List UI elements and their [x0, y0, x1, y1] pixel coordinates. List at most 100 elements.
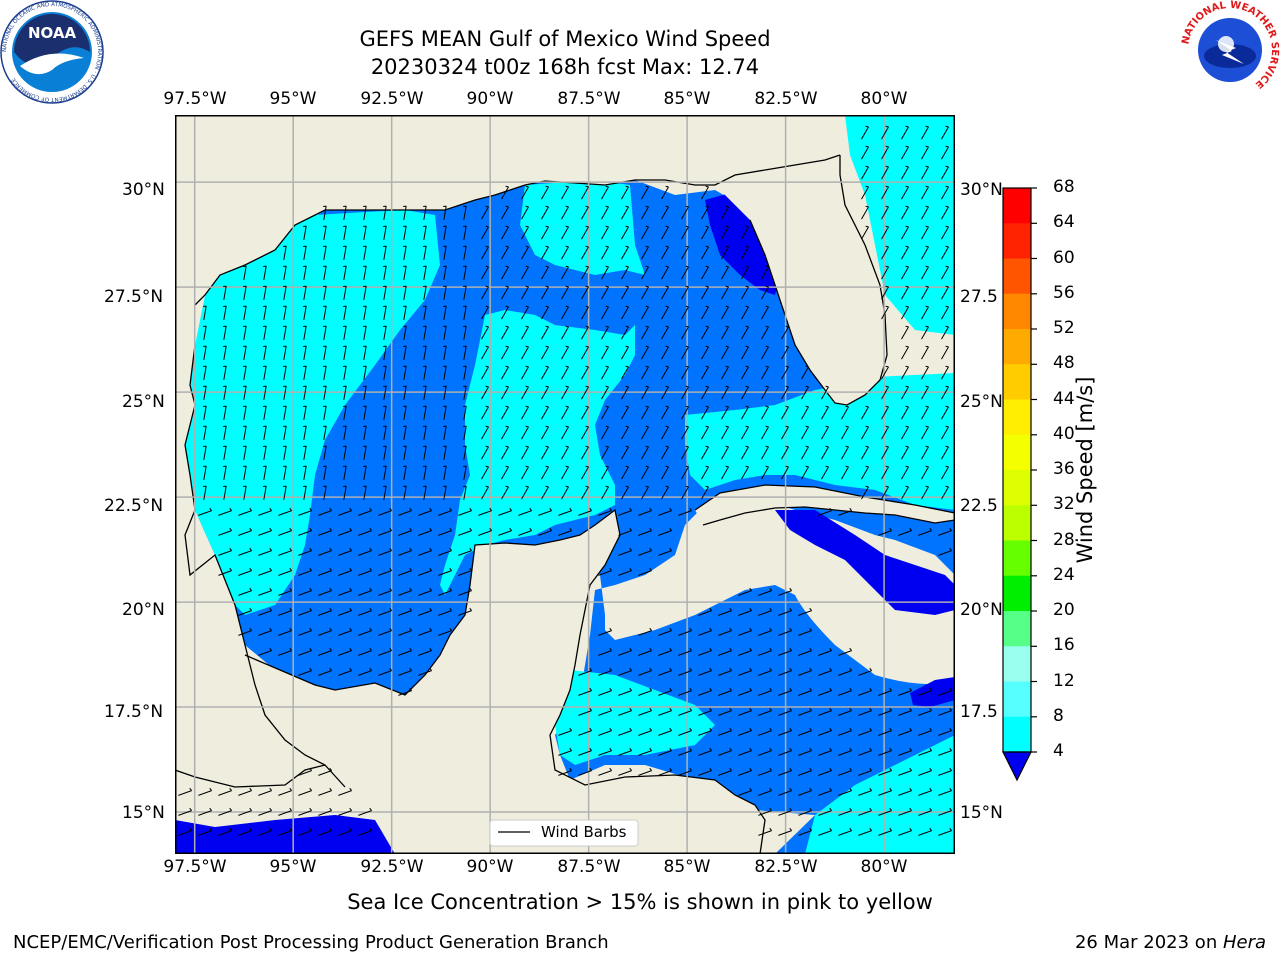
wind-barb [283, 306, 287, 320]
wind-barb-flag [625, 405, 629, 408]
wind-barb-flag [925, 285, 929, 288]
wind-barb-flag [605, 405, 609, 408]
wind-barb-flag [525, 185, 529, 188]
wind-barb-flag [749, 727, 752, 731]
wind-barb [323, 406, 327, 420]
wind-barb-flag [545, 445, 549, 448]
wind-barb [718, 610, 732, 616]
wind-barb-flag [565, 405, 569, 408]
wind-barb [203, 446, 207, 460]
wind-barb-flag [805, 365, 809, 368]
wind-barb [561, 286, 569, 300]
wind-barb-flag [249, 567, 252, 571]
wind-barb [941, 286, 949, 300]
wind-barb [203, 326, 207, 340]
wind-barb [638, 750, 652, 756]
wind-barb [901, 346, 909, 360]
wind-barb-flag [805, 385, 809, 388]
wind-barb-flag [889, 727, 892, 731]
wind-barb-flag [585, 485, 589, 488]
wind-barb [638, 630, 652, 636]
wind-barb-flag [605, 245, 609, 248]
wind-barb [701, 346, 709, 360]
wind-barb [638, 530, 652, 536]
wind-barb [721, 406, 729, 420]
wind-barb [243, 326, 247, 340]
wind-barb-flag [905, 285, 909, 288]
wind-barb-flag [485, 325, 489, 328]
wind-barb-flag [809, 827, 812, 831]
wind-barb-flag [605, 285, 609, 288]
wind-barb [338, 790, 352, 796]
wind-barb [403, 266, 407, 280]
wind-barb [918, 770, 932, 776]
wind-barb-flag [229, 547, 232, 551]
wind-barb-flag [269, 567, 272, 571]
wind-barb [821, 426, 829, 440]
wind-barb-flag [829, 727, 832, 731]
wind-barb [901, 206, 909, 220]
wind-barb-flag [545, 185, 549, 188]
wind-barb [721, 266, 729, 280]
wind-barb [541, 286, 549, 300]
wind-barb [383, 366, 387, 380]
wind-barb-flag [925, 425, 929, 428]
wind-barb-flag [885, 165, 889, 168]
wind-barb-flag [429, 587, 432, 591]
wind-barb [761, 446, 769, 460]
wind-barb [638, 650, 652, 656]
wind-barb [661, 446, 669, 460]
wind-barb [443, 426, 447, 440]
wind-barb-flag [249, 547, 252, 551]
wind-barb [601, 446, 609, 460]
wind-barb-flag [289, 607, 292, 611]
wind-barb-flag [925, 345, 929, 348]
wind-barb [921, 426, 929, 440]
wind-barb-flag [665, 485, 669, 488]
wind-barb [701, 186, 709, 200]
wind-barb-flag [649, 647, 652, 651]
wind-barb-flag [649, 747, 652, 751]
wind-barb [398, 590, 412, 596]
wind-barb-flag [645, 205, 649, 208]
wind-barb [263, 406, 267, 420]
wind-barb-flag [629, 767, 632, 771]
wind-barb-flag [605, 265, 609, 268]
wind-barb [721, 226, 729, 240]
lon-label-top: 95°W [269, 89, 317, 109]
wind-barb [238, 550, 252, 556]
wind-barb [621, 266, 629, 280]
wind-barb-flag [729, 647, 732, 651]
wind-barb-flag [505, 265, 509, 268]
wind-barb [418, 530, 432, 536]
wind-barb-flag [949, 767, 952, 771]
wind-barb-flag [729, 627, 732, 631]
colorbar-tick-label: 8 [1053, 705, 1064, 726]
wind-barb [901, 226, 909, 240]
wind-barb [618, 530, 632, 536]
wind-barb-flag [409, 667, 412, 671]
wind-barb [681, 286, 689, 300]
wind-barb [501, 446, 509, 460]
wind-barb [458, 510, 472, 516]
wind-barb [898, 690, 912, 696]
wind-barb [661, 326, 669, 340]
wind-barb [561, 206, 569, 220]
wind-barb [298, 830, 312, 836]
wind-barb [661, 306, 669, 320]
wind-barb-flag [189, 787, 192, 791]
wind-barb [878, 750, 892, 756]
wind-barb [938, 830, 952, 836]
wind-barb [463, 306, 467, 320]
wind-barb [423, 366, 427, 380]
wind-barb [641, 206, 649, 220]
wind-barb-flag [905, 245, 909, 248]
wind-barb [718, 750, 732, 756]
wind-barb [661, 186, 669, 200]
wind-barb-flag [665, 245, 669, 248]
wind-barb [681, 266, 689, 280]
wind-barb-flag [685, 405, 689, 408]
wind-barb-flag [525, 345, 529, 348]
wind-barb-flag [789, 747, 792, 751]
wind-barb [598, 770, 612, 776]
